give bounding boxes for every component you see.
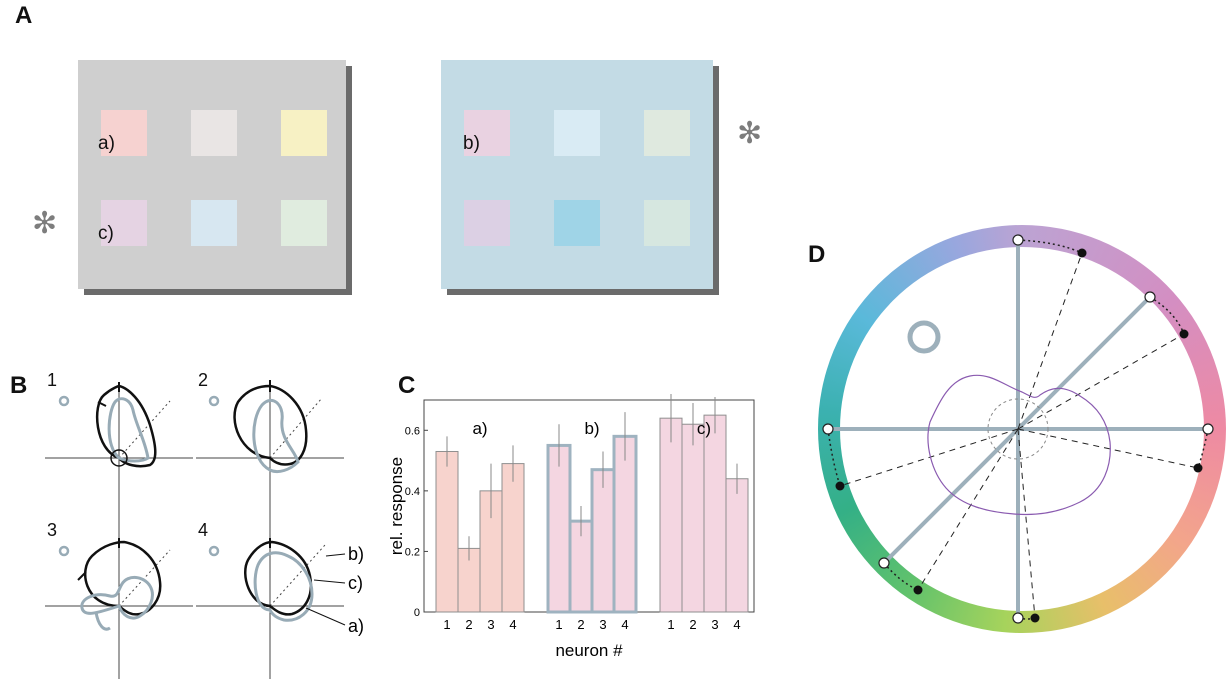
label-c: c) <box>98 223 114 244</box>
swatch-right-3 <box>644 110 690 156</box>
label-b: b) <box>463 133 480 154</box>
bar <box>501 463 525 613</box>
ring-icon <box>907 320 941 354</box>
group-label: b) <box>584 419 599 438</box>
bar <box>659 417 683 613</box>
x-tick-label: 3 <box>599 617 606 632</box>
polar-plot-4 <box>196 530 346 679</box>
bar <box>590 468 616 614</box>
x-tick-label: 1 <box>667 617 674 632</box>
polar-plot-1 <box>45 382 193 530</box>
panel-letter-b: B <box>10 372 28 399</box>
x-tick-label: 2 <box>465 617 472 632</box>
y-tick-label: 0 <box>414 607 420 619</box>
asterisk-left: ✻ <box>32 207 58 240</box>
swatch-right-6 <box>644 200 690 246</box>
swatch-left-2 <box>191 110 237 156</box>
swatch-right-1 <box>464 110 510 156</box>
x-tick-label: 2 <box>689 617 696 632</box>
y-tick-label: 0.2 <box>405 546 420 558</box>
group-label: a) <box>472 419 487 438</box>
annotation-a: a) <box>348 616 364 636</box>
polar-number-2: 2 <box>198 370 209 390</box>
x-tick-label: 2 <box>577 617 584 632</box>
x-tick-label: 4 <box>733 617 740 632</box>
x-tick-label: 4 <box>509 617 516 632</box>
group-label: c) <box>697 419 711 438</box>
swatch-left-1 <box>101 110 147 156</box>
ring-icon <box>208 395 220 407</box>
ring-icon <box>58 545 70 557</box>
y-tick-label: 0.6 <box>405 425 420 437</box>
polar-number-4: 4 <box>198 520 209 540</box>
label-a: a) <box>98 133 115 154</box>
bar <box>546 443 572 614</box>
y-tick-label: 0.4 <box>405 486 420 498</box>
asterisk-right: ✻ <box>737 117 763 150</box>
panel-letter-c: C <box>398 372 416 399</box>
polar-plots: b) c) a) <box>45 380 364 679</box>
bar <box>435 450 459 613</box>
swatch-left-6 <box>281 200 327 246</box>
ring-icon <box>208 545 220 557</box>
polar-plot-3 <box>45 530 193 679</box>
x-tick-label: 1 <box>555 617 562 632</box>
polar-number-3: 3 <box>47 520 58 540</box>
hue-diagram <box>822 234 1214 624</box>
y-axis-label: rel. response <box>387 457 406 555</box>
annotation-c: c) <box>348 573 363 593</box>
stimulus-gray-background: a) c) <box>78 60 346 289</box>
x-tick-label: 4 <box>621 617 628 632</box>
bar <box>725 478 749 613</box>
polar-number-1: 1 <box>47 370 58 390</box>
bar <box>612 434 638 614</box>
ring-icon <box>58 395 70 407</box>
polar-plot-2 <box>196 380 344 530</box>
bar <box>681 423 705 613</box>
bar <box>703 414 727 613</box>
x-tick-label: 3 <box>711 617 718 632</box>
swatch-right-4 <box>464 200 510 246</box>
x-tick-label: 1 <box>443 617 450 632</box>
swatch-left-4 <box>101 200 147 246</box>
swatch-left-5 <box>191 200 237 246</box>
x-tick-label: 3 <box>487 617 494 632</box>
panel-letter-a: A <box>15 2 33 29</box>
stimulus-blue-background: b) <box>441 60 713 289</box>
panel-letter-d: D <box>808 241 826 268</box>
x-axis-label: neuron # <box>555 641 623 660</box>
swatch-right-2 <box>554 110 600 156</box>
swatch-left-3 <box>281 110 327 156</box>
annotation-b: b) <box>348 544 364 564</box>
swatch-right-5 <box>554 200 600 246</box>
